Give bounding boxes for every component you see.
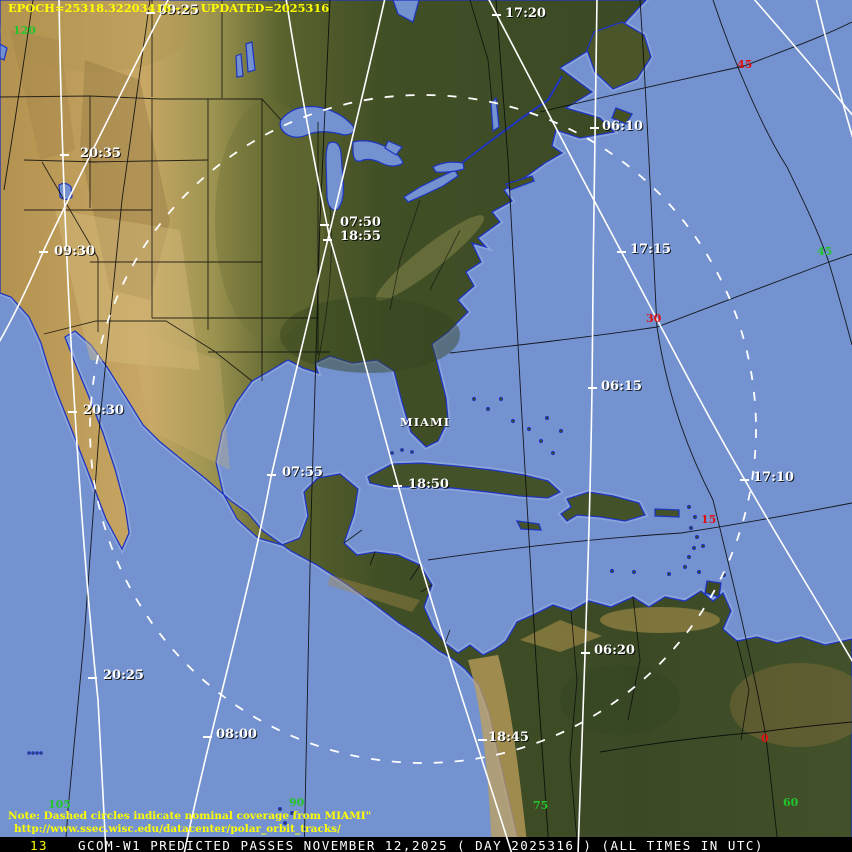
orbit-track-east-2 [815, 0, 852, 139]
orbit-track-2025-2035 [58, 0, 107, 852]
political-borders [0, 0, 750, 852]
latitude-label: 30 [646, 312, 662, 325]
pass-time-label: 09:25 [158, 3, 199, 18]
meridian-60w [639, 0, 780, 852]
pass-time-label: 06:20 [594, 643, 635, 658]
meridian-90w [303, 0, 331, 852]
pass-time-label: 20:25 [103, 668, 144, 683]
puerto-rico-island [654, 508, 680, 518]
pass-tick-mark [617, 251, 626, 253]
status-bar-pass-count: 13 [30, 838, 49, 852]
pass-tick-mark [393, 485, 402, 487]
pass-time-label: 20:30 [83, 403, 124, 418]
williston-lake [0, 43, 8, 61]
cape-breton-island [611, 107, 633, 125]
trinidad-island [704, 580, 722, 598]
pass-time-label: 17:10 [753, 470, 794, 485]
georgian-bay [384, 140, 403, 156]
latitude-label: 45 [737, 58, 753, 71]
orbit-track-0610-0620 [577, 0, 598, 852]
pass-time-label: 07:55 [282, 465, 323, 480]
pass-time-label: 07:50 [340, 215, 381, 230]
orbit-track-1710-1720 [488, 0, 852, 663]
pass-time-label: 18:50 [408, 477, 449, 492]
coverage-note-line1: Note: Dashed circles indicate nominal co… [8, 810, 372, 822]
longitude-label: 105 [48, 798, 71, 811]
pass-time-label: 06:10 [602, 119, 643, 134]
pass-time-label: 18:45 [488, 730, 529, 745]
equator-line [599, 721, 852, 753]
longitude-label: 60 [783, 796, 799, 809]
status-bar-background [0, 837, 852, 852]
meridian-120w [3, 0, 34, 191]
parallel-30n [449, 253, 852, 354]
orbit-track-0925-0930 [0, 0, 169, 343]
small-islands [27, 396, 727, 825]
longitude-label: 90 [289, 796, 305, 809]
coverage-note-url: http://www.ssec.wisc.edu/datacenter/pola… [14, 823, 341, 835]
pass-tick-mark [581, 652, 590, 654]
pass-time-label: 08:00 [216, 727, 257, 742]
meridian-45w [712, 0, 852, 346]
jamaica-island [515, 520, 542, 531]
pass-tick-mark [478, 739, 487, 741]
pass-tick-mark [320, 224, 329, 226]
pass-tick-mark [740, 479, 749, 481]
coverage-note: Note: Dashed circles indicate nominal co… [8, 810, 371, 836]
status-bar-title: GCOM-W1 PREDICTED PASSES NOVEMBER_12,202… [78, 838, 764, 852]
st-lawrence-river [462, 75, 563, 163]
lake-michigan [325, 141, 345, 211]
lake-huron [352, 140, 404, 167]
longitude-label: 120 [13, 24, 36, 37]
pass-tick-mark [267, 474, 276, 476]
status-bar: 13 GCOM-W1 PREDICTED PASSES NOVEMBER_12,… [0, 838, 852, 852]
longitude-label: 45 [817, 245, 833, 258]
pass-tick-mark [88, 677, 97, 679]
pass-time-label: 17:20 [505, 6, 546, 21]
meridian-105w [64, 0, 151, 852]
pass-tick-mark [203, 736, 212, 738]
longitude-label: 75 [533, 799, 549, 812]
pass-tick-mark [323, 239, 332, 241]
lake-erie [403, 169, 459, 203]
pass-time-label: 17:15 [630, 242, 671, 257]
pass-tick-mark [39, 251, 48, 253]
lake-ontario [432, 161, 465, 173]
pass-time-label: 06:15 [601, 379, 642, 394]
orbit-track-0750-0800 [183, 0, 386, 852]
james-bay [392, 0, 420, 23]
city-label-miami: MIAMI [400, 415, 451, 429]
lake-superior [279, 105, 355, 138]
long-island [504, 175, 535, 191]
pass-time-label: 09:30 [54, 244, 95, 259]
miami-coverage-circle [89, 94, 757, 764]
lake-winnipeg [245, 41, 256, 73]
latitude-label: 0 [761, 732, 769, 745]
pass-tick-mark [146, 12, 155, 14]
pass-tick-mark [492, 14, 501, 16]
pass-tick-mark [588, 387, 597, 389]
latitude-label: 15 [701, 513, 717, 526]
meridian-75w [495, 0, 550, 852]
pass-tick-mark [68, 411, 77, 413]
lake-manitoba [235, 53, 244, 78]
pass-tick-mark [590, 127, 599, 129]
graticule [3, 0, 852, 852]
pass-tick-mark [60, 154, 69, 156]
parallel-15n [427, 502, 852, 561]
pass-time-label: 20:35 [80, 146, 121, 161]
pass-time-label: 18:55 [340, 229, 381, 244]
lake-champlain [490, 96, 500, 133]
orbit-track-1845-1855 [285, 0, 513, 852]
epoch-updated-text: EPOCH=25318.32203416 - - - UPDATED=20253… [8, 1, 330, 15]
